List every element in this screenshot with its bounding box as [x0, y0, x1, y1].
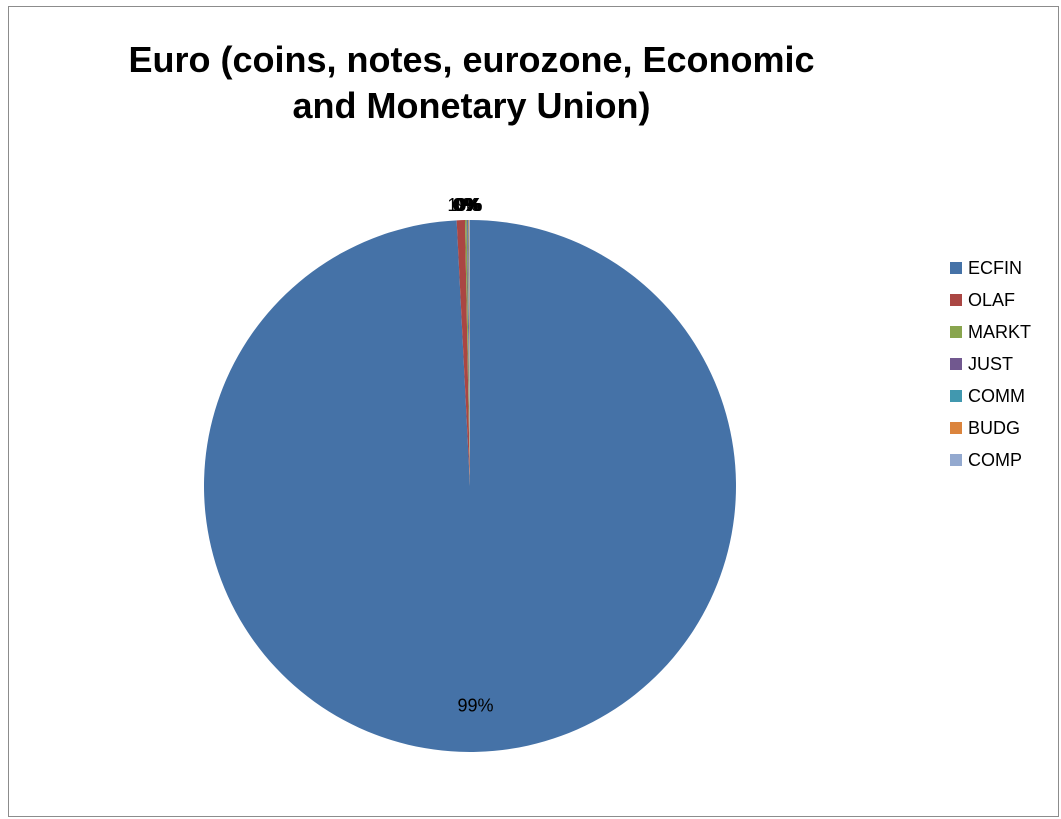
- pie-slice-just: [466, 220, 470, 486]
- legend-swatch: [950, 358, 962, 370]
- legend: ECFIN OLAF MARKT JUST COMM BUDG COMP: [950, 252, 1031, 476]
- slice-label-comm: 0%: [455, 195, 481, 215]
- legend-item-markt: MARKT: [950, 316, 1031, 348]
- legend-swatch: [950, 294, 962, 306]
- pie-slice-comm: [467, 220, 470, 486]
- legend-swatch: [950, 390, 962, 402]
- legend-item-just: JUST: [950, 348, 1031, 380]
- pie-slice-olaf: [456, 220, 470, 487]
- slice-label-markt: 0%: [453, 195, 479, 215]
- slice-label-just: 0%: [454, 195, 480, 215]
- legend-label: COMM: [968, 385, 1025, 406]
- slice-label-ecfin: 99%: [458, 695, 494, 715]
- legend-label: OLAF: [968, 289, 1016, 310]
- legend-swatch: [950, 454, 962, 466]
- legend-label: BUDG: [968, 417, 1021, 438]
- legend-swatch: [950, 422, 962, 434]
- legend-item-comm: COMM: [950, 380, 1031, 412]
- legend-item-comp: COMP: [950, 444, 1031, 476]
- slice-label-olaf: 1%: [447, 195, 473, 215]
- chart-area: Euro (coins, notes, eurozone, Economic a…: [8, 6, 1059, 817]
- slice-label-comp: 0%: [457, 195, 483, 215]
- legend-item-budg: BUDG: [950, 412, 1031, 444]
- pie-slice-budg: [468, 220, 470, 486]
- pie-chart: 99%1%0%0%0%0%0%: [203, 195, 736, 752]
- slice-label-budg: 0%: [456, 195, 482, 215]
- legend-item-ecfin: ECFIN: [950, 252, 1031, 284]
- legend-label: JUST: [968, 353, 1013, 374]
- pie-slice-comp: [469, 220, 470, 486]
- pie-slices: [203, 220, 736, 752]
- legend-item-olaf: OLAF: [950, 284, 1031, 316]
- pie-slice-markt: [464, 220, 470, 486]
- legend-label: MARKT: [968, 321, 1031, 342]
- legend-swatch: [950, 326, 962, 338]
- pie-slice-labels: 99%1%0%0%0%0%0%: [447, 195, 493, 716]
- legend-swatch: [950, 262, 962, 274]
- pie-slice-ecfin: [203, 220, 736, 752]
- chart-title: Euro (coins, notes, eurozone, Economic a…: [128, 39, 815, 126]
- legend-label: ECFIN: [968, 257, 1022, 278]
- legend-label: COMP: [968, 449, 1022, 470]
